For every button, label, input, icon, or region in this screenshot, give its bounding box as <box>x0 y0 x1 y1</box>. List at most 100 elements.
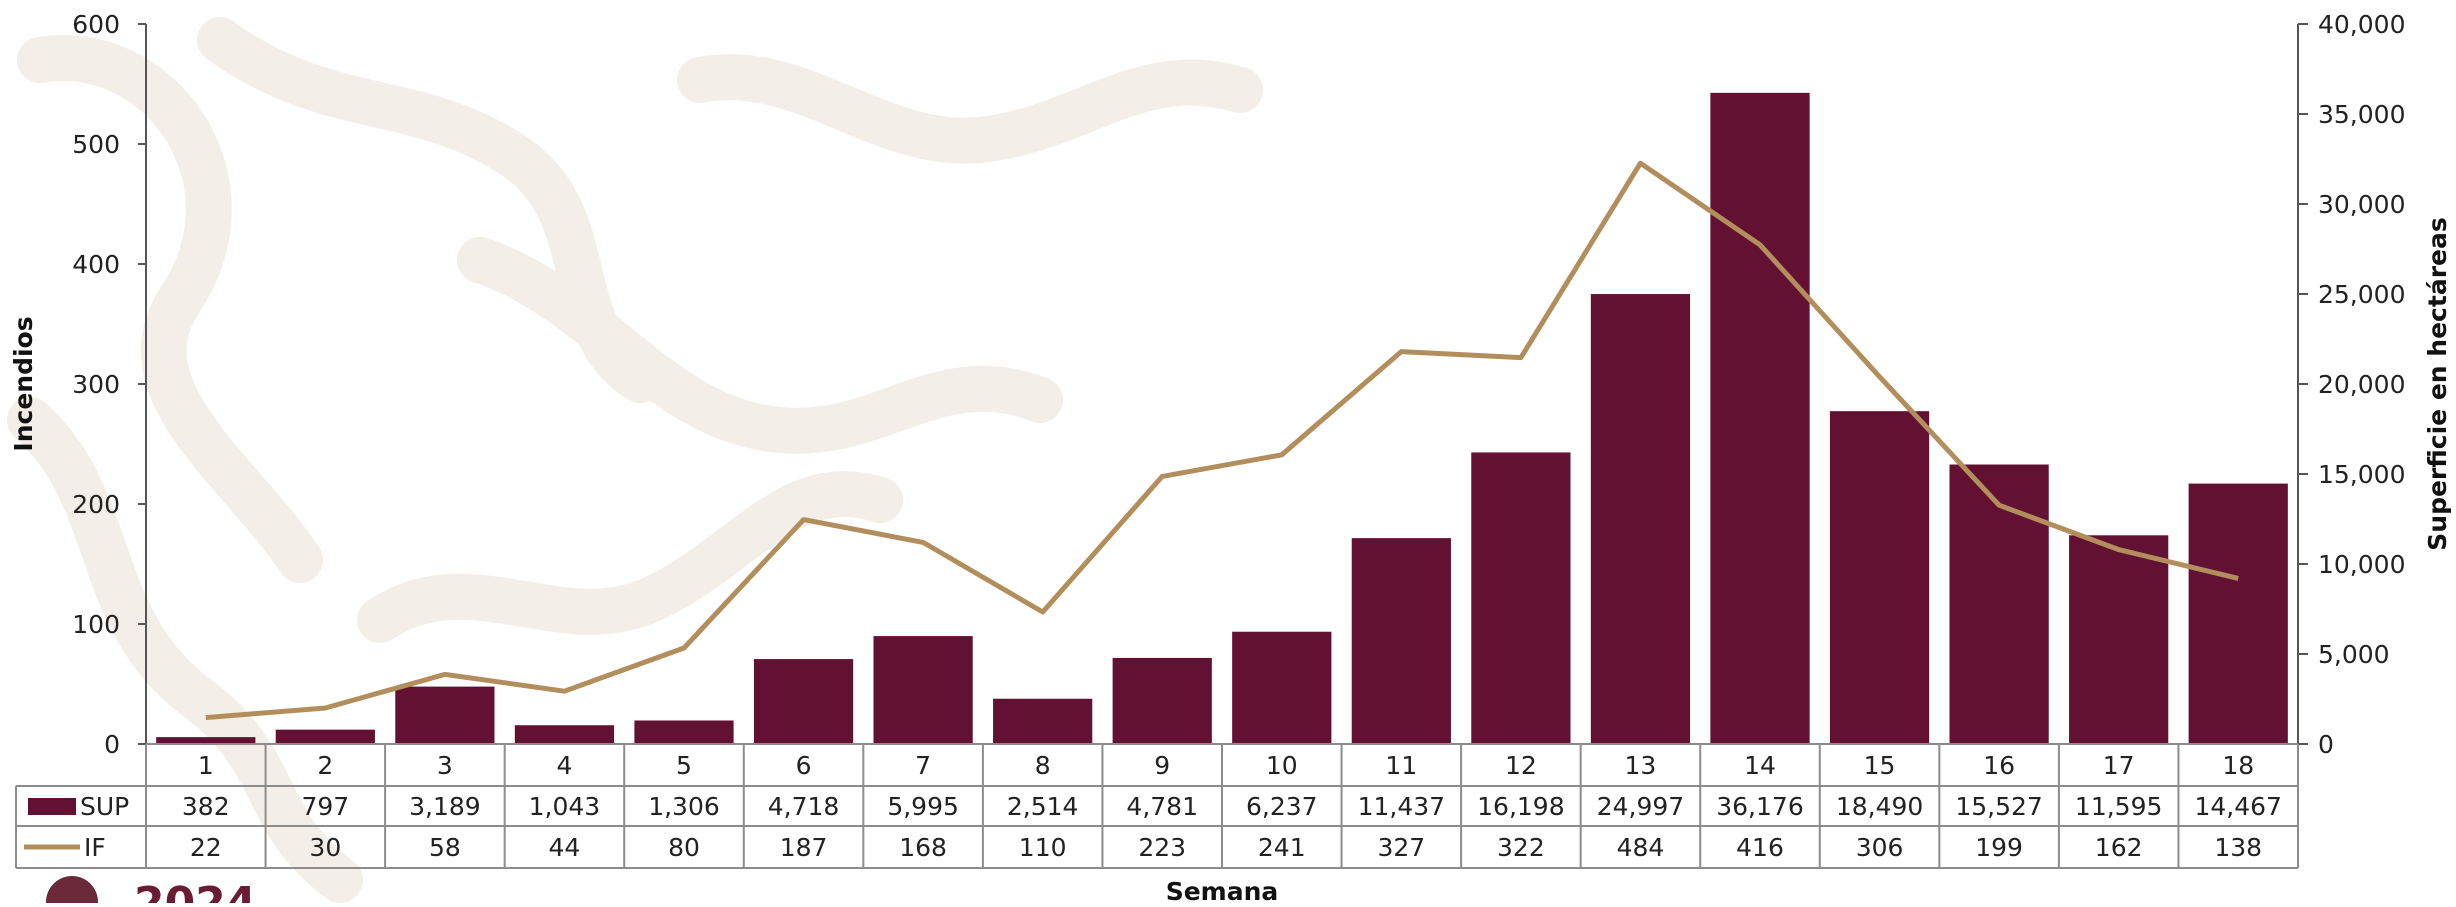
x-tick-label: 7 <box>915 751 931 780</box>
x-tick-label: 16 <box>1983 751 2015 780</box>
bar <box>1232 631 1332 744</box>
bar <box>156 737 256 744</box>
table-cell-sup: 797 <box>301 792 349 821</box>
bar <box>275 729 375 744</box>
right-axis-ticks: 0 5,000 10,000 15,000 20,000 25,000 30,000 35,0… <box>2298 10 2405 759</box>
table-cell-sup: 5,995 <box>887 792 959 821</box>
bar <box>1829 411 1930 744</box>
bar <box>2188 483 2288 744</box>
y-tick-label: 200 <box>72 490 120 519</box>
table-cell-if: 138 <box>2214 833 2262 862</box>
table-cell-if: 44 <box>549 833 581 862</box>
x-tick-label: 6 <box>796 751 812 780</box>
table-cell-sup: 6,237 <box>1246 792 1318 821</box>
table-cell-if: 110 <box>1019 833 1067 862</box>
y-tick-label: 600 <box>72 10 120 39</box>
bar <box>634 720 734 744</box>
bar <box>873 636 973 744</box>
table-cell-if: 306 <box>1856 833 1904 862</box>
table-cell-if: 58 <box>429 833 461 862</box>
x-tick-label: 18 <box>2222 751 2254 780</box>
x-tick-label: 9 <box>1154 751 1170 780</box>
table-cell-sup: 4,781 <box>1126 792 1198 821</box>
table-cell-sup: 15,527 <box>1955 792 2042 821</box>
bar <box>1710 92 1810 744</box>
table-cell-if: 22 <box>190 833 222 862</box>
x-tick-label: 10 <box>1266 751 1298 780</box>
table-cell-if: 322 <box>1497 833 1545 862</box>
legend-label-sup: SUP <box>80 792 129 821</box>
x-tick-label: 5 <box>676 751 692 780</box>
y2-tick-label: 15,000 <box>2318 460 2405 489</box>
x-tick-label: 4 <box>556 751 572 780</box>
table-cell-sup: 11,595 <box>2075 792 2162 821</box>
table-cell-sup: 382 <box>182 792 230 821</box>
background-watermark <box>7 17 1263 903</box>
table-cell-if: 484 <box>1617 833 1665 862</box>
table-cell-sup: 1,043 <box>529 792 601 821</box>
x-tick-label: 17 <box>2103 751 2135 780</box>
bar <box>1471 452 1571 744</box>
table-cell-if: 327 <box>1377 833 1425 862</box>
table-cell-sup: 36,176 <box>1716 792 1803 821</box>
left-axis-ticks: 0 100 200 300 400 500 600 <box>72 10 146 759</box>
x-tick-label: 2 <box>317 751 333 780</box>
y2-tick-label: 0 <box>2318 730 2334 759</box>
bar <box>1351 538 1451 744</box>
logo-year: 2024 <box>134 878 256 903</box>
table-cell-sup: 18,490 <box>1836 792 1923 821</box>
x-tick-label: 13 <box>1625 751 1657 780</box>
y2-tick-label: 5,000 <box>2318 640 2390 669</box>
y2-tick-label: 10,000 <box>2318 550 2405 579</box>
legend-key-sup <box>28 798 76 815</box>
y-tick-label: 400 <box>72 250 120 279</box>
x-tick-label: 8 <box>1035 751 1051 780</box>
table-cell-if: 187 <box>780 833 828 862</box>
line-series-if <box>205 160 2239 721</box>
table-cell-sup: 11,437 <box>1358 792 1445 821</box>
bar <box>395 686 495 744</box>
table-cell-sup: 3,189 <box>409 792 481 821</box>
y-axis-title: Incendios <box>9 316 38 451</box>
table-cell-sup: 14,467 <box>2194 792 2281 821</box>
table-cell-sup: 16,198 <box>1477 792 1564 821</box>
x-tick-label: 12 <box>1505 751 1537 780</box>
x-tick-label: 15 <box>1864 751 1896 780</box>
table-cell-sup: 1,306 <box>648 792 720 821</box>
legend-label-if: IF <box>84 833 106 862</box>
y2-tick-label: 20,000 <box>2318 370 2405 399</box>
table-cell-sup: 24,997 <box>1597 792 1684 821</box>
y2-tick-label: 25,000 <box>2318 280 2405 309</box>
government-logo: 2024 <box>46 876 256 907</box>
y-tick-label: 500 <box>72 130 120 159</box>
table-cell-if: 416 <box>1736 833 1784 862</box>
bar <box>993 698 1093 744</box>
table-cell-if: 168 <box>899 833 947 862</box>
table-cell-sup: 2,514 <box>1007 792 1079 821</box>
x-tick-label: 3 <box>437 751 453 780</box>
y2-tick-label: 40,000 <box>2318 10 2405 39</box>
table-cell-if: 80 <box>668 833 700 862</box>
x-tick-label: 14 <box>1744 751 1776 780</box>
table-cell-if: 30 <box>309 833 341 862</box>
y2-axis-title: Superficie en hectáreas <box>2423 217 2452 550</box>
x-axis-title: Semana <box>1166 877 1279 903</box>
y-tick-label: 100 <box>72 610 120 639</box>
bar <box>514 725 615 744</box>
bar <box>1112 657 1212 744</box>
table-cell-if: 223 <box>1138 833 1186 862</box>
bar <box>1590 294 1691 744</box>
bar-series-sup <box>156 92 2288 744</box>
bar <box>1949 464 2049 744</box>
x-tick-label: 11 <box>1385 751 1417 780</box>
y2-tick-label: 30,000 <box>2318 190 2405 219</box>
y-tick-label: 0 <box>104 730 120 759</box>
table-cell-if: 199 <box>1975 833 2023 862</box>
y-tick-label: 300 <box>72 370 120 399</box>
bar <box>2069 535 2169 744</box>
table-cell-sup: 4,718 <box>768 792 840 821</box>
table-cell-if: 241 <box>1258 833 1306 862</box>
